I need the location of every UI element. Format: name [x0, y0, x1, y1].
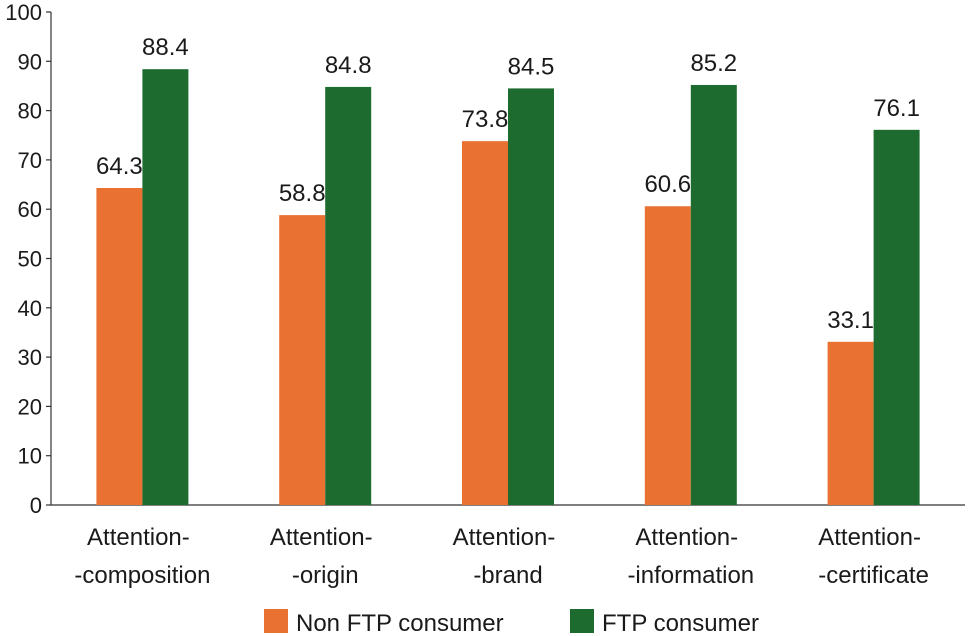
bars: [96, 69, 920, 506]
category-label: Attention-: [818, 524, 921, 551]
category-labels: Attention- -composition Attention- -origin A…: [74, 524, 929, 589]
legend-label: Non FTP consumer: [296, 610, 504, 636]
y-tick-label: 80: [18, 99, 42, 124]
category-label: -certificate: [818, 562, 929, 589]
category-label: -brand: [473, 562, 542, 589]
y-tick-label: 100: [5, 0, 42, 25]
category-label: Attention-: [453, 524, 556, 551]
bar-ftp: [690, 84, 737, 506]
y-tick-label: 40: [18, 296, 42, 321]
data-label: 84.8: [325, 52, 372, 79]
category-label: -composition: [74, 562, 210, 589]
data-label: 58.8: [279, 180, 326, 207]
legend-swatch: [264, 609, 288, 633]
category-label: Attention-: [635, 524, 738, 551]
bar-non-ftp: [279, 215, 326, 505]
data-label: 33.1: [827, 307, 874, 334]
y-tick-label: 10: [18, 444, 42, 469]
bar-ftp: [873, 129, 920, 505]
bar-non-ftp: [96, 188, 143, 505]
bar-ftp: [325, 86, 372, 505]
data-label: 76.1: [873, 95, 920, 122]
y-tick-label: 90: [18, 49, 42, 74]
data-labels: 64.3 88.4 58.8 84.8 73.8 84.5 60.6 85.2 33.1 76.1: [96, 34, 920, 334]
data-label: 64.3: [96, 153, 143, 180]
data-label: 84.5: [508, 53, 555, 80]
y-tick-label: 30: [18, 345, 42, 370]
y-tick-label: 70: [18, 148, 42, 173]
category-label: Attention-: [87, 524, 190, 551]
y-tick-label: 0: [30, 493, 42, 518]
bar-non-ftp: [644, 206, 691, 505]
bar-non-ftp: [827, 341, 874, 505]
bar-ftp: [142, 69, 189, 506]
category-label: Attention-: [270, 524, 373, 551]
y-tick-label: 50: [18, 247, 42, 272]
y-tick-label: 20: [18, 394, 42, 419]
data-label: 85.2: [690, 50, 737, 77]
category-label: -origin: [292, 562, 359, 589]
y-axis-ticks: 0 10 20 30 40 50 60 70 80 90 100: [5, 0, 51, 518]
y-tick-label: 60: [18, 197, 42, 222]
bar-non-ftp: [462, 141, 508, 505]
category-label: -information: [627, 562, 754, 589]
data-label: 73.8: [462, 106, 509, 133]
data-label: 60.6: [644, 171, 691, 198]
data-label: 88.4: [142, 34, 189, 61]
legend: Non FTP consumer FTP consumer: [264, 609, 759, 636]
bar-ftp: [508, 88, 554, 505]
legend-label: FTP consumer: [602, 610, 759, 636]
legend-swatch: [570, 609, 594, 633]
